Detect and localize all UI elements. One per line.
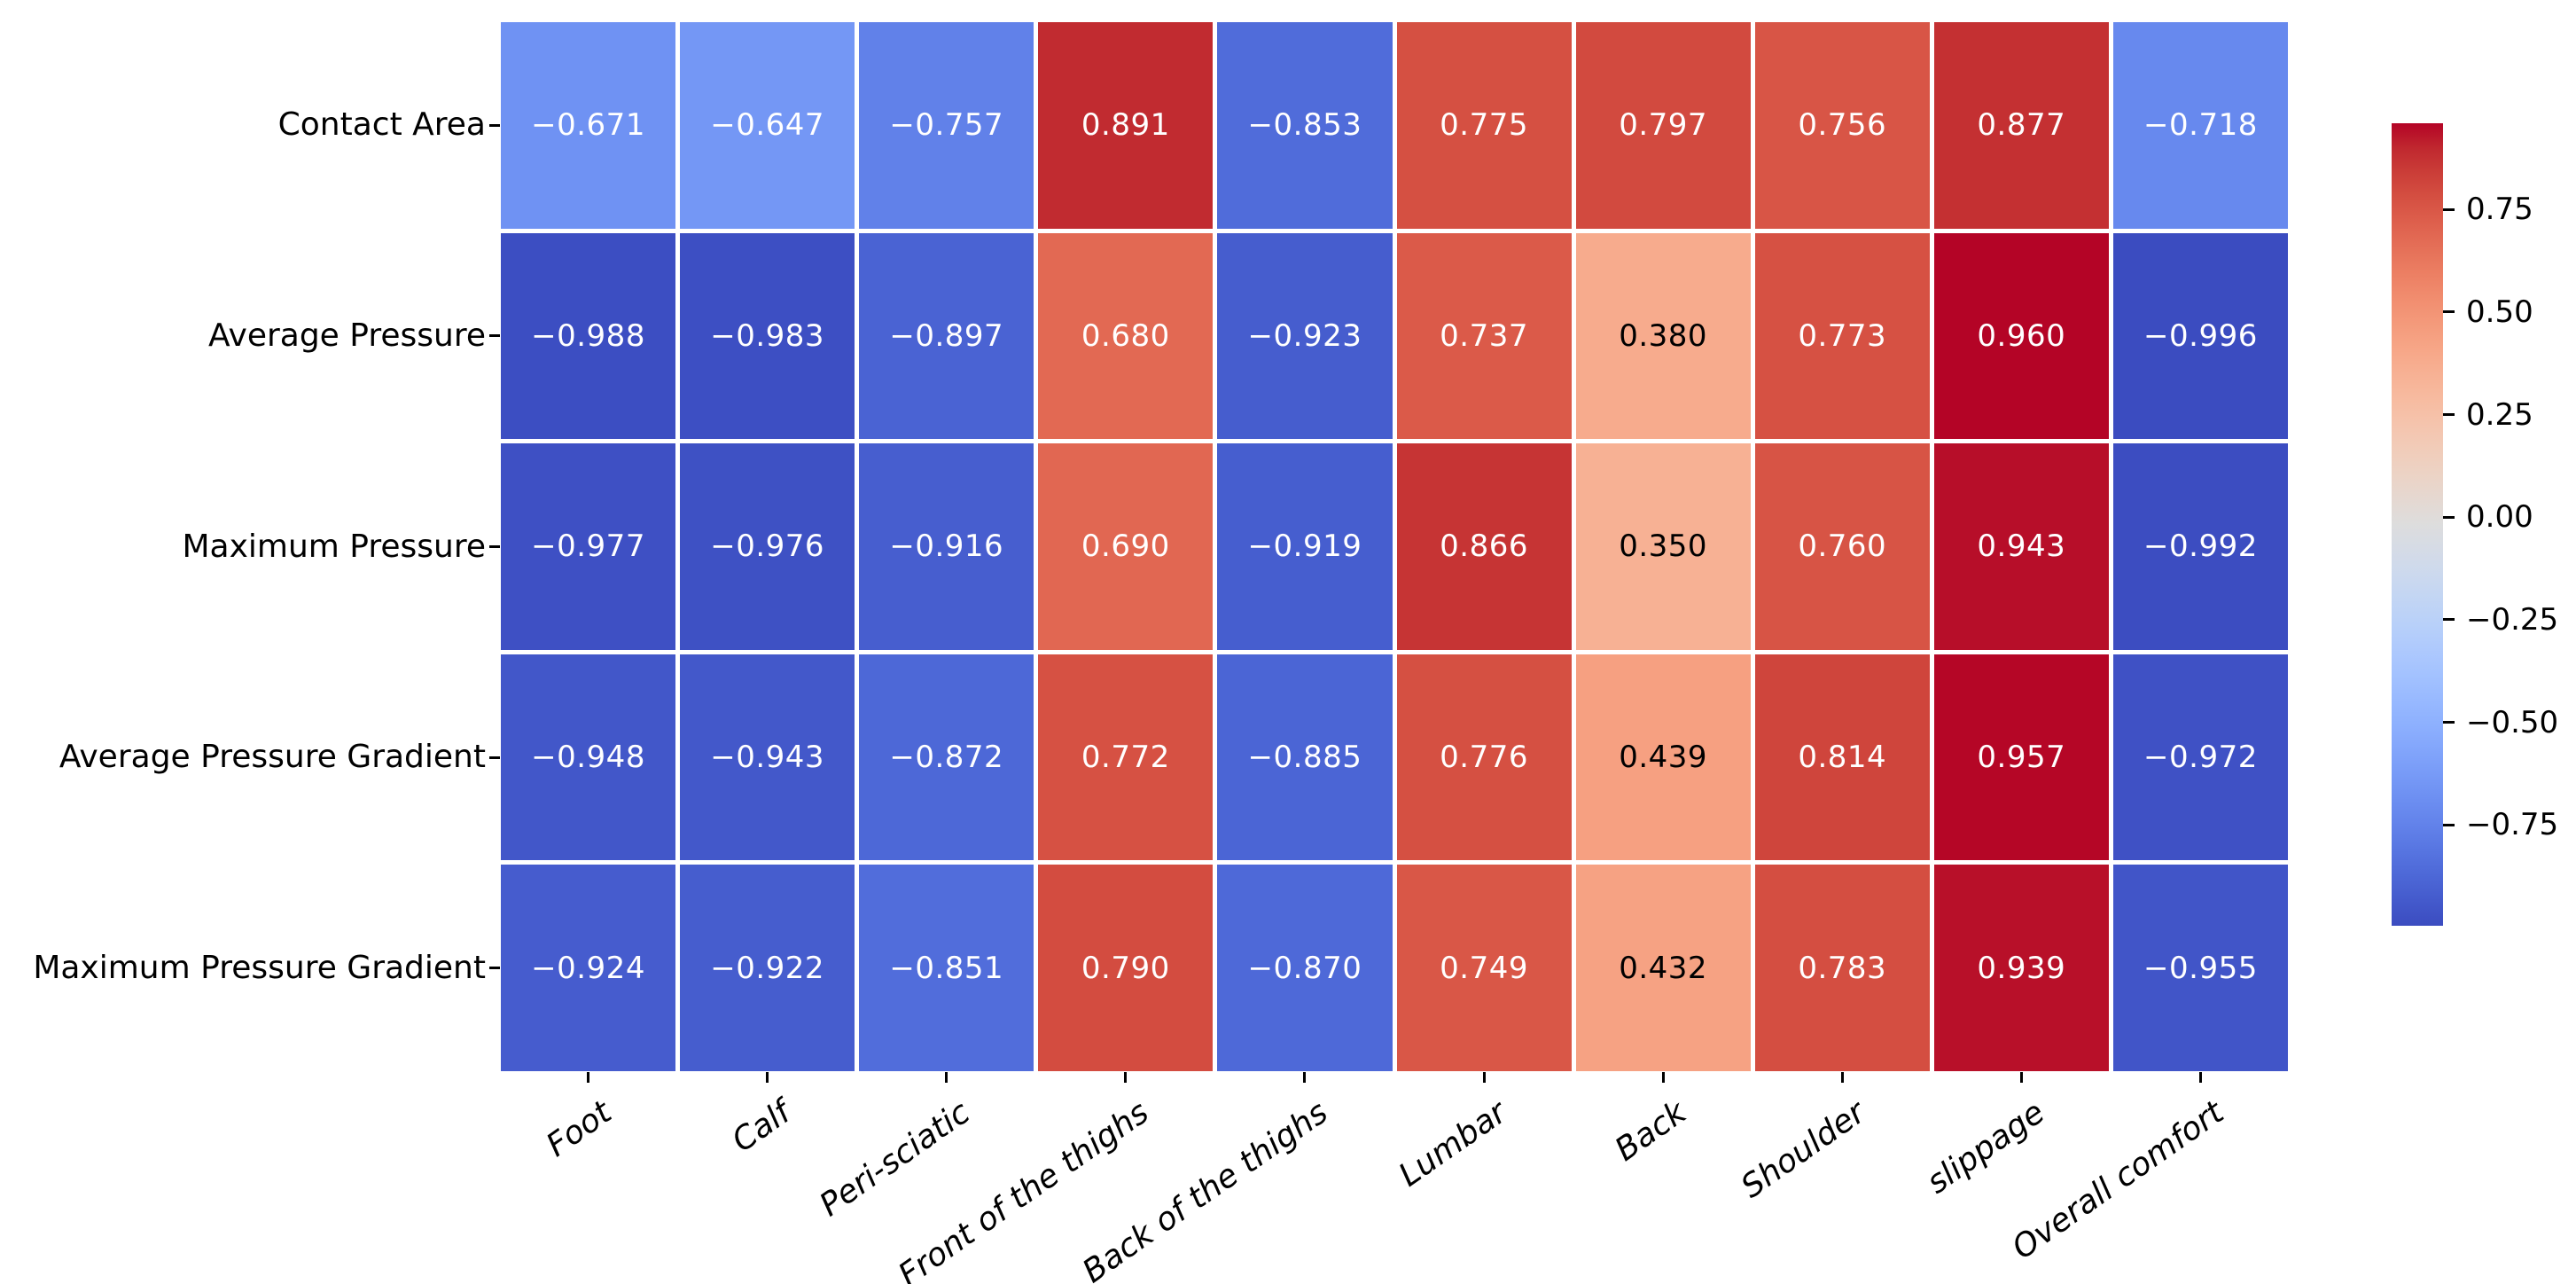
colorbar-tick — [2443, 618, 2455, 622]
heatmap-cell: −0.718 — [2112, 22, 2288, 229]
y-tick — [489, 967, 500, 970]
colorbar-tick-label: −0.75 — [2466, 807, 2559, 843]
colorbar-tick — [2443, 515, 2455, 519]
colorbar-tick-label: −0.25 — [2466, 601, 2559, 638]
heatmap-cell: −0.923 — [1217, 232, 1393, 440]
heatmap-cell: 0.776 — [1396, 654, 1572, 861]
heatmap-cell: −0.972 — [2112, 654, 2288, 861]
heatmap-cell: −0.992 — [2112, 443, 2288, 650]
heatmap-cell: −0.976 — [680, 443, 855, 650]
x-tick — [766, 1072, 769, 1083]
heatmap-cell: −0.948 — [501, 654, 676, 861]
heatmap-cell: 0.439 — [1575, 654, 1751, 861]
heatmap-cell: 0.680 — [1038, 232, 1214, 440]
x-tick — [945, 1072, 948, 1083]
heatmap-cell: 0.957 — [1933, 654, 2109, 861]
colorbar-tick-label: 0.00 — [2466, 499, 2533, 536]
heatmap-cell: −0.919 — [1217, 443, 1393, 650]
x-tick-label: Peri-sciatic — [813, 1094, 977, 1225]
x-tick — [587, 1072, 590, 1083]
heatmap-cell: −0.924 — [501, 865, 676, 1071]
heatmap-cell: 0.760 — [1754, 443, 1930, 650]
colorbar-tick-label: 0.25 — [2466, 396, 2533, 433]
heatmap-cell: 0.943 — [1933, 443, 2109, 650]
heatmap-cell: −0.955 — [2112, 865, 2288, 1071]
y-tick — [489, 545, 500, 548]
heatmap-cell: −0.885 — [1217, 654, 1393, 861]
x-tick-label: slippage — [1920, 1094, 2051, 1202]
heatmap-cell: 0.939 — [1933, 865, 2109, 1071]
heatmap-cell: −0.853 — [1217, 22, 1393, 229]
heatmap-cell: 0.960 — [1933, 232, 2109, 440]
heatmap-cell: 0.749 — [1396, 865, 1572, 1071]
y-tick — [489, 334, 500, 338]
x-tick — [2198, 1072, 2202, 1083]
heatmap-cell: 0.790 — [1038, 865, 1214, 1071]
heatmap-cell: 0.737 — [1396, 232, 1572, 440]
colorbar-tick — [2443, 310, 2455, 314]
x-tick — [1303, 1072, 1307, 1083]
x-tick-label: Foot — [539, 1094, 619, 1164]
heatmap-cell: 0.814 — [1754, 654, 1930, 861]
colorbar-tick — [2443, 721, 2455, 724]
x-tick — [1840, 1072, 1844, 1083]
heatmap-cell: −0.996 — [2112, 232, 2288, 440]
heatmap-cell: −0.851 — [859, 865, 1034, 1071]
y-tick — [489, 756, 500, 759]
x-tick-label: Calf — [725, 1094, 798, 1160]
colorbar-tick-label: 0.50 — [2466, 294, 2533, 330]
heatmap-cell: −0.647 — [680, 22, 855, 229]
y-tick-label: Contact Area — [277, 106, 486, 144]
heatmap-cell: 0.772 — [1038, 654, 1214, 861]
heatmap-cell: 0.797 — [1575, 22, 1751, 229]
heatmap-cell: −0.988 — [501, 232, 676, 440]
heatmap-cell: −0.897 — [859, 232, 1034, 440]
heatmap-cell: −0.671 — [501, 22, 676, 229]
heatmap-cell: −0.916 — [859, 443, 1034, 650]
x-tick-label: Back — [1608, 1094, 1693, 1169]
y-tick-label: Average Pressure Gradient — [59, 739, 486, 776]
x-tick — [1482, 1072, 1486, 1083]
heatmap-cell: 0.773 — [1754, 232, 1930, 440]
heatmap-cell: 0.877 — [1933, 22, 2109, 229]
heatmap-cell: −0.922 — [680, 865, 855, 1071]
y-tick-label: Average Pressure — [208, 317, 486, 354]
heatmap-cell: 0.756 — [1754, 22, 1930, 229]
y-tick — [489, 123, 500, 127]
heatmap-cell: 0.350 — [1575, 443, 1751, 650]
heatmap-cell: −0.977 — [501, 443, 676, 650]
heatmap-cell: 0.690 — [1038, 443, 1214, 650]
heatmap-cell: −0.872 — [859, 654, 1034, 861]
y-tick-label: Maximum Pressure — [182, 528, 486, 565]
y-tick-label: Maximum Pressure Gradient — [33, 949, 486, 986]
x-tick — [1124, 1072, 1128, 1083]
colorbar-tick — [2443, 823, 2455, 826]
heatmap-cell: −0.870 — [1217, 865, 1393, 1071]
heatmap: −0.671 −0.647 −0.757 0.891 −0.853 0.775 0.797 0… — [501, 22, 2288, 1071]
x-tick — [2019, 1072, 2023, 1083]
colorbar-tick — [2443, 413, 2455, 416]
colorbar-tick — [2443, 207, 2455, 211]
heatmap-cell: 0.866 — [1396, 443, 1572, 650]
x-tick-label: Shoulder — [1734, 1094, 1872, 1206]
heatmap-cell: −0.757 — [859, 22, 1034, 229]
colorbar-tick-label: 0.75 — [2466, 192, 2533, 228]
colorbar-tick-label: −0.50 — [2466, 704, 2559, 740]
x-tick — [1661, 1072, 1665, 1083]
heatmap-cell: 0.783 — [1754, 865, 1930, 1071]
heatmap-cell: −0.983 — [680, 232, 855, 440]
x-tick-label: Lumbar — [1393, 1094, 1514, 1194]
colorbar — [2392, 123, 2443, 926]
heatmap-cell: 0.891 — [1038, 22, 1214, 229]
heatmap-cell: 0.432 — [1575, 865, 1751, 1071]
heatmap-cell: 0.380 — [1575, 232, 1751, 440]
heatmap-cell: −0.943 — [680, 654, 855, 861]
heatmap-cell: 0.775 — [1396, 22, 1572, 229]
